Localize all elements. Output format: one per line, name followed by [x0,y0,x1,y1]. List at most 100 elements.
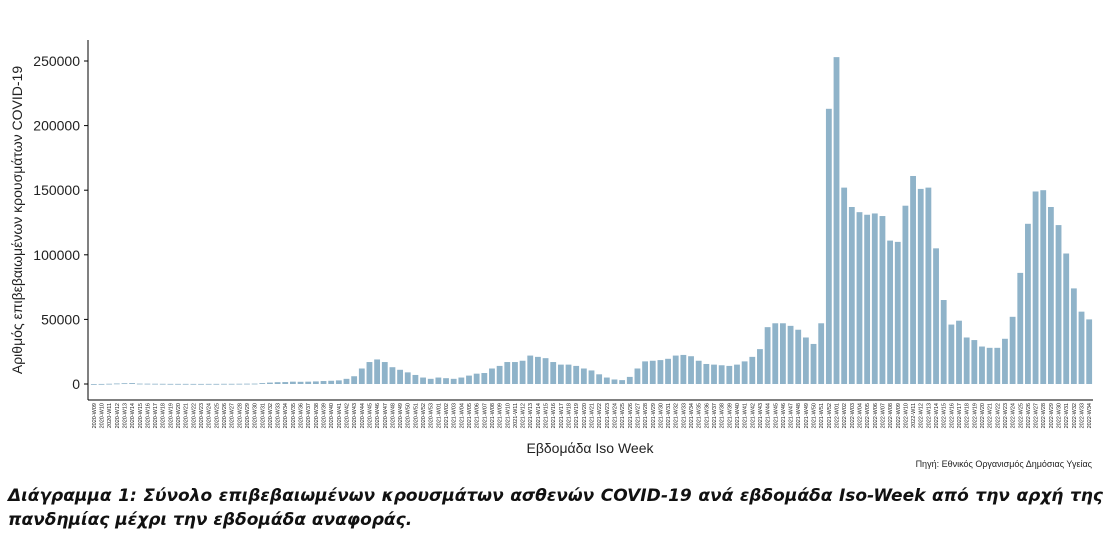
bar [573,365,580,384]
bar [121,383,128,385]
y-tick-label: 200000 [33,118,80,134]
x-tick-label: 2021-W01 [436,403,442,428]
bar [757,349,763,384]
bar [764,327,771,384]
bar [603,377,610,384]
x-tick-label: 2022-W27 [1034,403,1040,428]
x-tick-label: 2020-W37 [306,403,312,428]
bar [611,379,618,384]
bar [152,383,158,385]
x-tick-label: 2022-W01 [835,403,841,428]
caption: Διάγραμμα 1: Σύνολο επιβεβαιωμένων κρουσ… [8,486,1103,530]
bar [351,376,358,384]
x-tick-label: 2020-W51 [413,403,419,428]
bar [1017,272,1024,384]
x-tick-label: 2022-W20 [980,403,986,428]
bar [374,359,381,384]
x-tick-label: 2020-W22 [191,403,197,428]
x-tick-label: 2020-W48 [390,403,396,428]
bar [481,373,488,384]
x-tick-label: 2021-W32 [674,403,680,428]
x-tick-label: 2021-W08 [490,403,496,428]
bar [894,241,901,384]
chart: Αριθμός επιβεβαιωμένων κρουσμάτων COVID-… [9,40,1093,469]
bar [519,360,526,384]
bar [1063,253,1070,384]
bar [312,381,319,384]
x-tick-label: 2022-W32 [1072,403,1078,428]
bar [1086,319,1093,384]
bar [971,340,978,384]
x-tick-label: 2021-W42 [750,403,756,428]
x-tick-label: 2022-W06 [873,403,879,428]
x-tick-label: 2021-W51 [819,403,825,428]
bar [458,377,465,384]
x-tick-label: 2022-W26 [1026,403,1032,428]
bar [473,373,480,384]
x-tick-label: 2022-W29 [1049,403,1055,428]
x-tick-label: 2021-W13 [528,403,534,428]
bar [412,374,419,384]
bar [787,325,794,384]
x-tick-label: 2020-W53 [429,403,435,428]
x-tick-label: 2020-W34 [283,403,289,428]
x-tick-label: 2022-W21 [988,403,994,428]
bar [772,323,779,384]
x-tick-label: 2020-W41 [337,403,343,428]
x-tick-label: 2022-W19 [972,403,978,428]
bar [1047,206,1054,384]
bar [940,300,947,384]
bar [512,362,518,384]
x-tick-label: 2020-W50 [406,403,412,428]
bar [802,337,809,384]
bar [435,377,442,384]
y-tick-label: 50000 [41,311,80,327]
x-tick-label: 2020-W29 [245,403,251,428]
x-tick-label: 2021-W38 [720,403,726,428]
x-tick-label: 2021-W50 [812,403,818,428]
bar [856,212,863,384]
x-tick-label: 2020-W15 [138,403,144,428]
x-tick-label: 2021-W22 [597,403,603,428]
bar [672,355,679,384]
bar [175,383,181,385]
x-tick-label: 2020-W39 [322,403,328,428]
y-tick-label: 150000 [33,182,80,198]
bar [795,329,802,384]
x-tick-label: 2021-W09 [498,403,504,428]
bar [864,214,871,384]
x-tick-label: 2022-W13 [926,403,932,428]
x-tick-label: 2022-W22 [995,403,1001,428]
x-tick-label: 2021-W29 [651,403,657,428]
bar [810,343,817,384]
x-tick-label: 2020-W28 [237,403,243,428]
bar [259,383,266,384]
bar [129,383,136,384]
x-tick-label: 2021-W44 [766,403,772,428]
bar [251,383,258,385]
x-tick-label: 2020-W30 [253,403,259,428]
x-tick-label: 2022-W04 [857,403,863,428]
bar [818,323,825,384]
bar [504,362,511,384]
bar [910,175,916,384]
bar [956,320,962,384]
bar [871,213,878,384]
bar [1055,225,1062,384]
x-tick-label: 2020-W40 [329,403,335,428]
bar [695,360,702,384]
bar [1078,311,1085,384]
x-tick-label: 2020-W19 [168,403,174,428]
x-tick-label: 2022-W28 [1041,403,1047,428]
x-tick-label: 2021-W12 [521,403,527,428]
bar [718,365,725,384]
bar [534,356,541,384]
bar [496,365,503,384]
bar [1002,338,1008,384]
x-tick-label: 2021-W03 [452,403,458,428]
bar [267,382,273,384]
bar [596,374,603,384]
bar [320,381,327,384]
x-tick-label: 2020-W23 [199,403,205,428]
